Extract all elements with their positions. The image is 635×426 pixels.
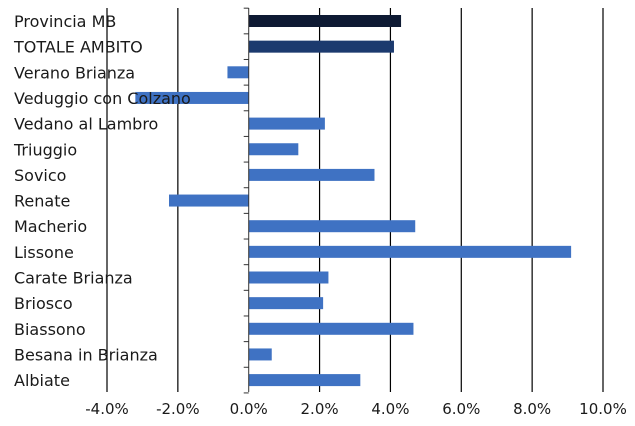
category-label-13: Besana in Brianza	[14, 345, 158, 364]
category-label-12: Biassono	[14, 320, 86, 339]
x-tick-label-7: 10.0%	[579, 400, 627, 418]
bar-6	[248, 168, 375, 181]
bar-3	[135, 91, 249, 104]
x-tick-labels: -4.0% -2.0% 0.0% 2.0% 4.0% 6.0% 8.0% 10.0%	[85, 400, 627, 418]
category-label-7: Renate	[14, 192, 70, 211]
category-label-6: Sovico	[14, 166, 66, 185]
axes	[243, 7, 250, 394]
category-labels: Provincia MB TOTALE AMBITO Verano Brianza V…	[13, 12, 191, 390]
category-label-9: Lissone	[14, 243, 74, 262]
bar-1	[248, 40, 394, 53]
x-tick-label-5: 6.0%	[442, 400, 480, 418]
x-tick-label-0: -4.0%	[85, 400, 129, 418]
bar-2	[227, 66, 249, 79]
bar-14	[248, 374, 361, 387]
x-tick-label-3: 2.0%	[301, 400, 339, 418]
grid-lines	[106, 8, 604, 392]
category-label-0: Provincia MB	[14, 12, 116, 31]
bar-8	[248, 220, 416, 233]
category-label-14: Albiate	[14, 371, 70, 390]
bar-5	[248, 143, 299, 156]
bar-0	[248, 15, 402, 27]
category-label-10: Carate Brianza	[14, 269, 133, 288]
x-tick-label-1: -2.0%	[156, 400, 200, 418]
x-tick-label-4: 4.0%	[371, 400, 409, 418]
bar-12	[248, 322, 414, 335]
category-label-8: Macherio	[14, 217, 87, 236]
bar-11	[248, 297, 324, 310]
category-label-4: Vedano al Lambro	[14, 115, 158, 134]
bar-13	[248, 348, 272, 361]
category-label-2: Verano Brianza	[14, 63, 135, 82]
bar-9	[248, 245, 572, 258]
x-tick-label-6: 8.0%	[513, 400, 551, 418]
category-label-1: TOTALE AMBITO	[13, 38, 143, 57]
category-label-3: Veduggio con Colzano	[14, 89, 191, 108]
bars	[135, 15, 572, 387]
x-tick-label-2: 0.0%	[230, 400, 268, 418]
category-label-11: Briosco	[14, 294, 73, 313]
bar-7	[169, 194, 249, 207]
bar-4	[248, 117, 325, 130]
category-label-5: Triuggio	[13, 140, 77, 159]
bar-10	[248, 271, 329, 284]
